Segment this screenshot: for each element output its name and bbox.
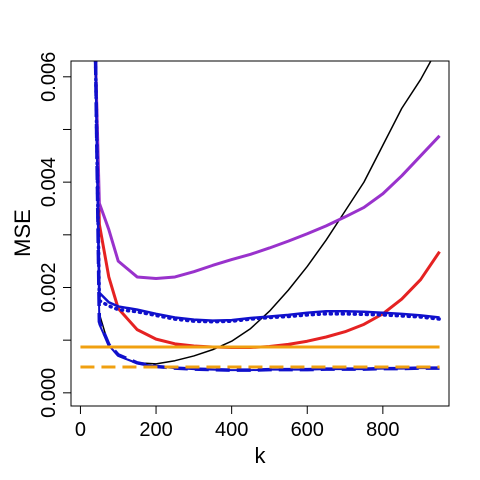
y-tick-label: 0.000 [38, 368, 60, 418]
y-axis: 0.000 0.002 0.004 0.006 [38, 52, 72, 418]
y-tick-label: 0.002 [38, 262, 60, 312]
plot-background [71, 61, 449, 406]
series-line-4 [94, 61, 440, 322]
x-tick-label: 800 [366, 419, 399, 441]
y-axis-title: MSE [10, 209, 35, 257]
y-tick-label: 0.006 [38, 52, 60, 102]
x-tick-label: 200 [139, 419, 172, 441]
x-tick-label: 400 [215, 419, 248, 441]
series-layer [80, 61, 442, 372]
x-axis: 0 200 400 600 800 [75, 405, 400, 441]
x-axis-title: k [255, 443, 267, 468]
series-line-7 [93, 61, 440, 372]
y-tick-label: 0.004 [38, 157, 60, 207]
x-tick-label: 600 [291, 419, 324, 441]
series-line-3 [94, 61, 441, 281]
x-tick-label: 0 [75, 419, 86, 441]
